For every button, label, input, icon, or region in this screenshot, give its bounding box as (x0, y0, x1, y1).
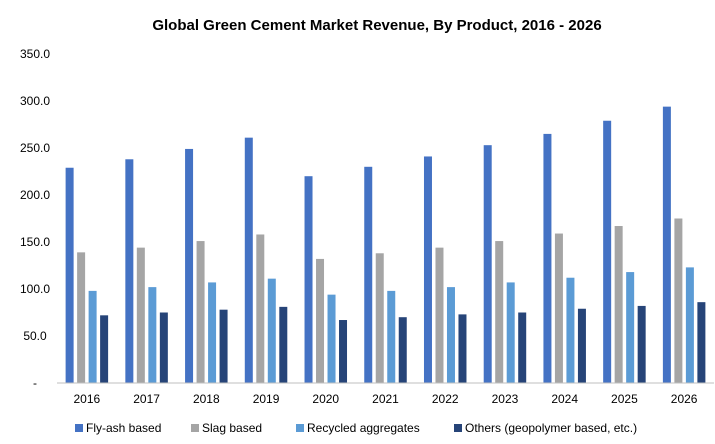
bar-recycled-aggregates-2020 (327, 294, 336, 383)
x-tick-label: 2022 (432, 392, 459, 406)
legend-label: Fly-ash based (86, 421, 161, 435)
x-tick-label: 2023 (492, 392, 519, 406)
bar-slag-based-2026 (674, 218, 683, 383)
bar-others-geopolymer-based-etc-2025 (637, 305, 646, 383)
bar-fly-ash-based-2020 (304, 176, 313, 383)
x-tick-label: 2018 (193, 392, 220, 406)
bar-recycled-aggregates-2019 (267, 278, 276, 383)
x-tick-label: 2019 (253, 392, 280, 406)
bar-fly-ash-based-2017 (125, 159, 134, 383)
bar-others-geopolymer-based-etc-2026 (697, 302, 706, 383)
y-tick-label: - (33, 376, 37, 390)
legend: Fly-ash based Slag based Recycled aggregat… (75, 421, 637, 435)
bar-recycled-aggregates-2022 (446, 287, 455, 383)
bar-recycled-aggregates-2025 (626, 272, 635, 383)
bar-slag-based-2023 (495, 241, 504, 383)
y-tick-label: 350.0 (20, 47, 50, 61)
y-tick-label: 50.0 (23, 329, 47, 343)
x-tick-label: 2024 (551, 392, 578, 406)
x-tick-label: 2025 (611, 392, 638, 406)
bar-slag-based-2021 (375, 253, 384, 383)
bar-others-geopolymer-based-etc-2022 (458, 314, 467, 383)
y-tick-label: 100.0 (20, 282, 50, 296)
bar-others-geopolymer-based-etc-2017 (159, 312, 168, 383)
bar-others-geopolymer-based-etc-2019 (279, 306, 288, 383)
legend-item-others-geopolymer-based-etc: Others (geopolymer based, etc.) (454, 421, 637, 435)
x-tick-label: 2017 (133, 392, 160, 406)
y-tick-label: 250.0 (20, 141, 50, 155)
x-tick-label: 2016 (74, 392, 101, 406)
bar-slag-based-2016 (77, 252, 86, 383)
bar-recycled-aggregates-2024 (566, 277, 575, 383)
bar-recycled-aggregates-2023 (506, 282, 515, 383)
bar-others-geopolymer-based-etc-2016 (100, 315, 109, 383)
bar-fly-ash-based-2026 (662, 106, 671, 383)
y-tick-label: 150.0 (20, 235, 50, 249)
legend-label: Others (geopolymer based, etc.) (465, 421, 637, 435)
legend-item-recycled-aggregates: Recycled aggregates (296, 421, 420, 435)
x-axis: 2016 2017 2018 2019 2020 2021 2022 2023 2024 2025… (74, 392, 698, 406)
bar-others-geopolymer-based-etc-2020 (339, 320, 348, 383)
legend-swatch (296, 424, 304, 432)
bar-slag-based-2022 (435, 247, 444, 383)
bar-others-geopolymer-based-etc-2018 (219, 309, 228, 383)
bar-fly-ash-based-2019 (244, 137, 253, 383)
y-tick-label: 300.0 (20, 94, 50, 108)
bar-others-geopolymer-based-etc-2024 (577, 308, 586, 383)
x-tick-label: 2026 (671, 392, 698, 406)
y-tick-label: 200.0 (20, 188, 50, 202)
x-tick-label: 2021 (372, 392, 399, 406)
legend-label: Recycled aggregates (307, 421, 420, 435)
bar-slag-based-2020 (316, 258, 325, 383)
bar-recycled-aggregates-2017 (148, 287, 157, 383)
bar-others-geopolymer-based-etc-2021 (398, 317, 407, 383)
legend-item-slag-based: Slag based (191, 421, 262, 435)
bar-slag-based-2018 (196, 241, 205, 383)
bar-fly-ash-based-2022 (423, 156, 432, 383)
bar-slag-based-2017 (136, 247, 145, 383)
bar-fly-ash-based-2021 (364, 166, 373, 383)
bars (65, 106, 706, 384)
bar-recycled-aggregates-2016 (88, 290, 97, 383)
chart-title: Global Green Cement Market Revenue, By P… (152, 17, 601, 34)
bar-fly-ash-based-2018 (185, 148, 194, 383)
bar-others-geopolymer-based-etc-2023 (518, 312, 527, 383)
bar-slag-based-2024 (554, 233, 563, 383)
bar-fly-ash-based-2023 (483, 145, 492, 383)
legend-swatch (191, 424, 199, 432)
y-axis: - 50.0 100.0 150.0 200.0 250.0 300.0 350.0 (20, 47, 50, 390)
bar-fly-ash-based-2025 (603, 120, 612, 384)
bar-recycled-aggregates-2018 (208, 282, 217, 383)
bar-recycled-aggregates-2026 (685, 267, 694, 383)
legend-swatch (75, 424, 83, 432)
legend-label: Slag based (202, 421, 262, 435)
bar-fly-ash-based-2024 (543, 133, 552, 383)
x-tick-label: 2020 (312, 392, 339, 406)
bar-fly-ash-based-2016 (65, 167, 74, 383)
bar-slag-based-2025 (614, 226, 623, 383)
bar-slag-based-2019 (256, 234, 265, 383)
legend-swatch (454, 424, 462, 432)
legend-item-fly-ash-based: Fly-ash based (75, 421, 161, 435)
bar-recycled-aggregates-2021 (387, 290, 396, 383)
